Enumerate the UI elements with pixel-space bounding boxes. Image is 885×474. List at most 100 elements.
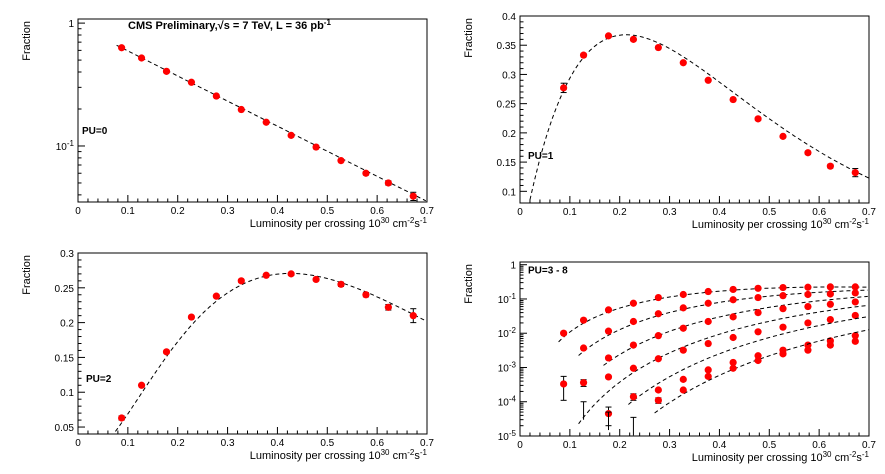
series-pu8 xyxy=(560,329,870,427)
y-tick-label: 10-1 xyxy=(498,292,517,306)
y-tick-label: 0.1 xyxy=(502,187,516,198)
data-point xyxy=(704,366,712,374)
data-point xyxy=(804,149,812,157)
x-tick-label: 0.3 xyxy=(221,438,235,449)
panel-bottom-left: 0 0.1 0.2 0.3 0.4 0.5 0.6 0.7 0.05 0.1 0.15 0.2 0.25… xyxy=(21,249,434,462)
data-point xyxy=(187,78,196,86)
data-point xyxy=(729,364,737,372)
x-axis-title: Luminosity per crossing 1030 cm-2s-1 xyxy=(250,216,428,230)
y-tick-exponent: -4 xyxy=(509,395,517,404)
data-point xyxy=(704,317,712,326)
x-tick-label: 0.3 xyxy=(221,206,235,217)
data-point xyxy=(704,372,712,380)
y-tick-exponent: -3 xyxy=(509,360,517,369)
fit-curve xyxy=(558,286,868,343)
x-tick-label: 0.2 xyxy=(171,438,185,449)
y-axis-title: Fraction xyxy=(21,21,33,61)
x-tick-label: 0.4 xyxy=(270,206,284,217)
data-point xyxy=(779,305,787,313)
fit-curve xyxy=(628,316,868,405)
data-point xyxy=(560,329,568,337)
data-point xyxy=(629,317,638,326)
data-point xyxy=(654,332,662,340)
data-point xyxy=(779,283,787,292)
panel-annotation: PU=0 xyxy=(82,126,108,137)
data-point xyxy=(729,333,737,342)
data-point xyxy=(826,283,834,291)
data-point xyxy=(604,32,613,40)
data-point xyxy=(704,299,712,307)
data-point xyxy=(804,346,812,354)
y-tick-label: 0.3 xyxy=(60,249,74,260)
y-tick-label: 0.05 xyxy=(55,423,75,434)
x-tick-label: 0.5 xyxy=(762,207,776,218)
x-tick-label: 0.1 xyxy=(563,440,577,451)
x-tick-label: 0.3 xyxy=(663,440,677,451)
y-tick-label: 0.3 xyxy=(502,70,516,81)
data-point xyxy=(604,354,613,362)
x-axis-title: Luminosity per crossing 1030 cm-2s-1 xyxy=(692,450,870,464)
series-pu5 xyxy=(603,295,868,366)
x-tick-label: 0.6 xyxy=(812,440,826,451)
data-point xyxy=(851,332,859,340)
data-point xyxy=(579,316,588,324)
x-tick-label: 0.3 xyxy=(663,207,677,218)
data-point xyxy=(654,293,662,302)
data-point xyxy=(604,306,613,314)
data-point xyxy=(654,355,662,363)
series-pu7 xyxy=(628,316,868,405)
data-point xyxy=(629,341,638,349)
data-point xyxy=(754,328,762,336)
data-point xyxy=(162,67,171,75)
x-tick-label: 0.4 xyxy=(712,440,726,451)
data-point xyxy=(851,289,859,297)
y-tick-exponent: -1 xyxy=(509,292,517,301)
y-axis-title: Fraction xyxy=(21,255,33,295)
data-point xyxy=(262,271,270,279)
x-tick-label: 0 xyxy=(75,438,81,449)
data-point xyxy=(560,380,568,388)
series-pu2 xyxy=(115,270,428,432)
data-point xyxy=(679,304,687,312)
fit-curve xyxy=(603,295,868,366)
data-point xyxy=(679,59,687,67)
y-tick-label: 0.4 xyxy=(502,12,516,23)
data-point xyxy=(704,76,712,84)
x-tick-label: 0.1 xyxy=(121,438,135,449)
series-pu4 xyxy=(578,289,868,356)
y-tick-label: 0.15 xyxy=(497,158,517,169)
data-point xyxy=(679,290,687,299)
data-point xyxy=(629,35,638,43)
panel-top-left: 0 0.1 0.2 0.3 0.4 0.5 0.6 0.7 1 10-1 Fraction Lumin… xyxy=(21,18,434,230)
data-point xyxy=(826,300,834,308)
data-point xyxy=(679,324,687,332)
x-tick-label: 0.4 xyxy=(712,207,726,218)
data-point xyxy=(779,132,787,140)
x-tick-label: 0 xyxy=(517,207,523,218)
data-point xyxy=(212,92,220,100)
x-tick-label: 0.2 xyxy=(613,207,627,218)
data-point xyxy=(729,296,737,304)
y-tick-exponent: -1 xyxy=(67,139,75,148)
data-point xyxy=(384,303,392,311)
panel-bottom-right: 0 0.1 0.2 0.3 0.4 0.5 0.6 0.7 1 10-1 10-2 10-3 10-4 1… xyxy=(463,261,876,464)
data-point xyxy=(287,131,295,139)
data-point xyxy=(804,319,812,327)
x-tick-label: 0.5 xyxy=(320,438,334,449)
data-point xyxy=(654,396,662,404)
data-point xyxy=(679,346,687,354)
y-tick-label: 0.2 xyxy=(60,319,74,330)
y-tick-label: 0.1 xyxy=(60,388,74,399)
data-point xyxy=(362,169,370,177)
data-point xyxy=(754,356,762,365)
data-point xyxy=(237,277,245,285)
data-point xyxy=(779,323,787,331)
y-tick-label: 0.35 xyxy=(497,41,517,52)
plot-frame xyxy=(77,252,428,435)
y-tick-label: 10-1 xyxy=(56,139,75,153)
data-point xyxy=(779,350,787,358)
data-point xyxy=(754,293,762,302)
x-tick-label: 0.2 xyxy=(171,206,185,217)
series-pu0 xyxy=(116,44,427,202)
